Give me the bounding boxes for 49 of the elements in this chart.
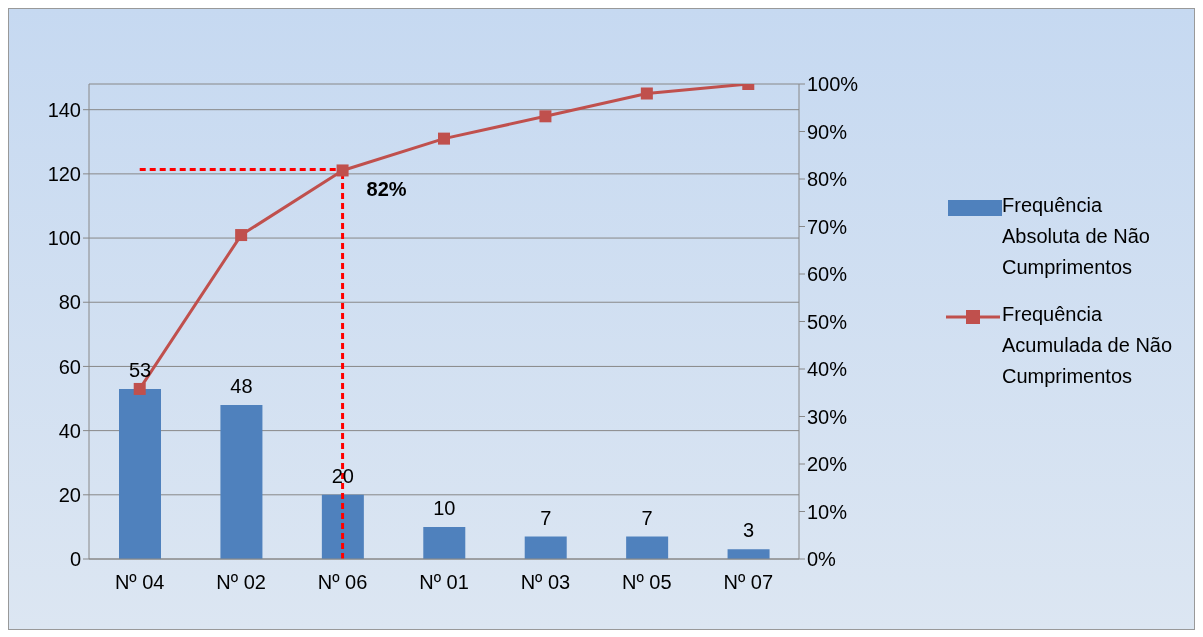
point — [438, 132, 450, 145]
y2-tick-label: 80% — [807, 168, 848, 191]
y2-tick-label: 10% — [807, 500, 848, 523]
y-tick-label: 60 — [58, 355, 81, 378]
bar — [423, 526, 466, 559]
x-tick-label: Nº 01 — [419, 571, 469, 594]
bar — [321, 494, 364, 559]
data-label: 20 — [331, 464, 354, 487]
x-tick-label: Nº 06 — [317, 571, 368, 594]
y-tick-label: 140 — [47, 98, 81, 121]
data-label: 53 — [128, 358, 152, 381]
y-tick-label: 40 — [58, 419, 81, 442]
point — [133, 382, 146, 395]
point — [539, 110, 552, 123]
y2-tick-label: 20% — [807, 453, 848, 476]
point — [235, 229, 248, 242]
data-label: 3 — [743, 519, 755, 542]
data-label: 7 — [641, 506, 653, 529]
y2-tick-label: 0% — [807, 548, 837, 571]
y-tick-label: 0 — [69, 548, 81, 571]
point — [640, 87, 653, 100]
data-label: 10 — [433, 496, 456, 519]
x-tick-label: Nº 05 — [622, 571, 672, 594]
x-tick-label: Nº 07 — [723, 571, 774, 594]
point — [336, 164, 349, 177]
y-tick-label: 120 — [47, 162, 81, 185]
x-tick-label: Nº 04 — [114, 571, 165, 594]
x-tick-label: Nº 02 — [216, 571, 266, 594]
x-tick-label: Nº 03 — [520, 571, 571, 594]
bar — [119, 388, 161, 559]
data-label: 7 — [540, 506, 552, 529]
y2-tick-label: 40% — [807, 358, 848, 381]
y2-tick-label: 60% — [807, 263, 848, 286]
y-tick-label: 100 — [47, 227, 81, 250]
y2-tick-label: 50% — [807, 310, 848, 333]
bar — [626, 536, 669, 559]
y-tick-label: 80 — [58, 291, 81, 314]
bar — [220, 404, 263, 559]
bar — [727, 549, 770, 559]
data-label: 48 — [230, 374, 253, 397]
y2-tick-label: 90% — [807, 120, 848, 143]
data-label: 82% — [366, 178, 407, 201]
legend-label: Frequência Absoluta de Não Cumprimentos — [1002, 193, 1151, 280]
y2-tick-label: 30% — [807, 405, 848, 428]
y2-tick-label: 70% — [807, 215, 848, 238]
y-tick-label: 20 — [58, 483, 81, 506]
bar — [524, 536, 567, 559]
legend-label: Frequência Acumulada de Não Cumprimentos — [1002, 302, 1174, 389]
y2-tick-label: 100% — [807, 73, 859, 96]
